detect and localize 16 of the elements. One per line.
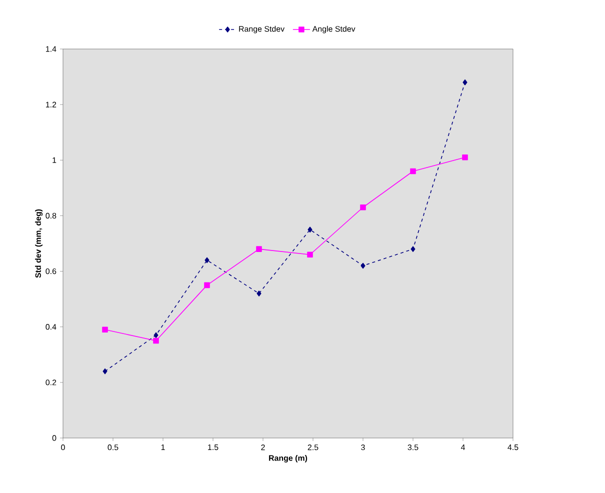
point: [308, 226, 312, 232]
point: [204, 257, 210, 264]
point: [256, 290, 262, 296]
point: [410, 168, 416, 174]
point: [204, 282, 210, 288]
point: [307, 252, 313, 258]
point: [462, 79, 468, 86]
point: [256, 246, 262, 252]
point: [154, 332, 158, 338]
point: [462, 154, 468, 160]
point: [360, 204, 366, 210]
point: [102, 368, 108, 374]
point: [410, 246, 416, 252]
point: [102, 326, 108, 333]
point: [360, 262, 366, 269]
point: [153, 338, 159, 344]
